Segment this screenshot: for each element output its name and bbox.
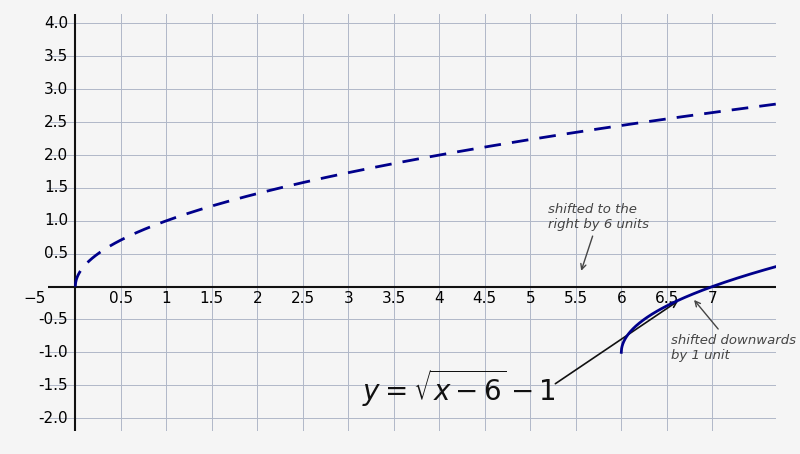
Text: shifted downwards
by 1 unit: shifted downwards by 1 unit bbox=[671, 301, 796, 362]
Text: -1.0: -1.0 bbox=[38, 345, 68, 360]
Text: 2.5: 2.5 bbox=[290, 291, 315, 306]
Text: 4.5: 4.5 bbox=[473, 291, 497, 306]
Text: shifted to the
right by 6 units: shifted to the right by 6 units bbox=[549, 202, 650, 269]
Text: 2.5: 2.5 bbox=[44, 115, 68, 130]
Text: -0.5: -0.5 bbox=[38, 312, 68, 327]
Text: -1.5: -1.5 bbox=[38, 378, 68, 393]
Text: 5.5: 5.5 bbox=[564, 291, 588, 306]
Text: 2: 2 bbox=[253, 291, 262, 306]
Text: 4: 4 bbox=[434, 291, 444, 306]
Text: 7: 7 bbox=[707, 291, 717, 306]
Text: 1.5: 1.5 bbox=[44, 180, 68, 195]
Text: 0.5: 0.5 bbox=[44, 246, 68, 261]
Text: −5: −5 bbox=[24, 291, 46, 306]
Text: -2.0: -2.0 bbox=[38, 411, 68, 426]
Text: 6.5: 6.5 bbox=[654, 291, 679, 306]
Text: 5: 5 bbox=[526, 291, 535, 306]
Text: 1: 1 bbox=[162, 291, 171, 306]
Text: 1.0: 1.0 bbox=[44, 213, 68, 228]
Text: 4.0: 4.0 bbox=[44, 16, 68, 31]
Text: $y=\sqrt{x-6}-1$: $y=\sqrt{x-6}-1$ bbox=[362, 368, 556, 410]
Text: 3.0: 3.0 bbox=[44, 82, 68, 97]
Text: 2.0: 2.0 bbox=[44, 148, 68, 163]
Text: 6: 6 bbox=[617, 291, 626, 306]
Text: 3.5: 3.5 bbox=[382, 291, 406, 306]
Text: 3.5: 3.5 bbox=[44, 49, 68, 64]
Text: 0.5: 0.5 bbox=[109, 291, 133, 306]
Text: 3: 3 bbox=[343, 291, 353, 306]
Text: 1.5: 1.5 bbox=[200, 291, 224, 306]
